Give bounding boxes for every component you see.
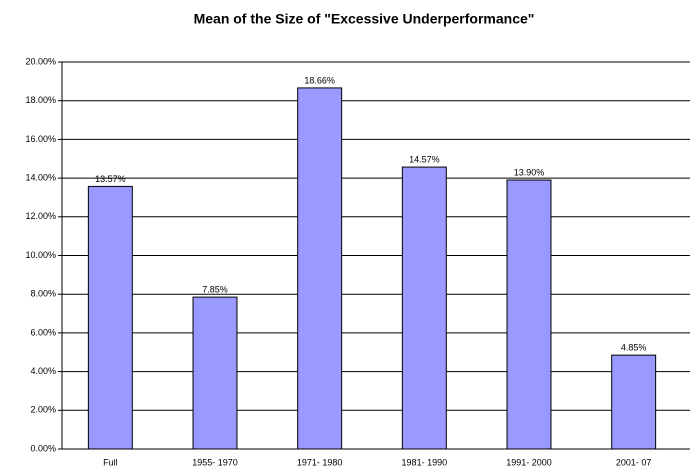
x-tick-label: 2001- 07 [616,457,652,467]
y-tick-label: 2.00% [30,405,56,415]
data-label: 14.57% [409,154,440,164]
y-tick-label: 8.00% [30,289,56,299]
y-tick-label: 14.00% [25,172,56,182]
y-tick-label: 16.00% [25,134,56,144]
data-label: 13.57% [95,174,126,184]
x-tick-label: Full [103,457,118,467]
data-label: 18.66% [304,75,335,85]
bar [506,179,552,450]
data-label: 7.85% [202,284,228,294]
bar [401,166,447,450]
x-tick-label: 1991- 2000 [506,457,552,467]
chart-title: Mean of the Size of "Excessive Underperf… [194,11,535,27]
x-tick-label: 1955- 1970 [192,457,238,467]
y-tick-label: 4.00% [30,366,56,376]
bar [87,185,133,450]
data-label: 4.85% [621,343,647,353]
x-tick-label: 1971- 1980 [297,457,343,467]
bar [192,296,238,450]
y-tick-label: 12.00% [25,211,56,221]
bar [297,87,343,450]
y-tick-label: 10.00% [25,250,56,260]
x-tick-label: 1981- 1990 [402,457,448,467]
y-tick-label: 18.00% [25,95,56,105]
y-tick-label: 6.00% [30,327,56,337]
y-tick-label: 0.00% [30,443,56,453]
y-tick-label: 20.00% [25,56,56,66]
bar [611,354,657,450]
data-label: 13.90% [514,167,545,177]
